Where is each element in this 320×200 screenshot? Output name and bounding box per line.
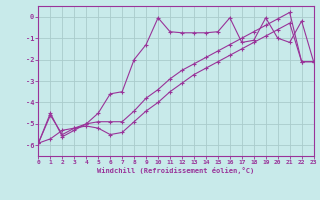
X-axis label: Windchill (Refroidissement éolien,°C): Windchill (Refroidissement éolien,°C) xyxy=(97,167,255,174)
